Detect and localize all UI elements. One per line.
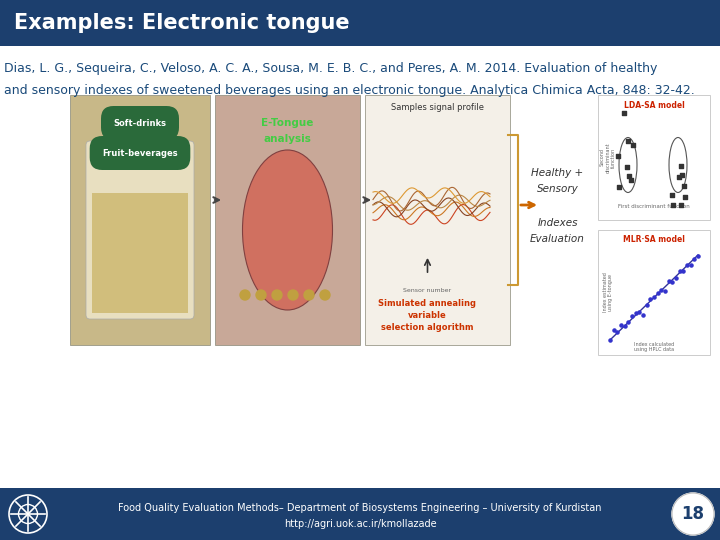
Point [612,152,624,161]
FancyBboxPatch shape [86,141,194,319]
Text: Healthy +: Healthy + [531,168,584,178]
Text: Evaluation: Evaluation [530,234,585,244]
FancyBboxPatch shape [92,193,188,313]
Text: Food Quality Evaluation Methods– Department of Biosystems Engineering – Universi: Food Quality Evaluation Methods– Departm… [118,503,602,513]
Point [667,200,678,209]
Point [634,308,645,316]
Point [626,141,638,150]
Circle shape [256,290,266,300]
Text: Sensor number: Sensor number [403,287,451,293]
FancyBboxPatch shape [598,95,710,220]
Point [656,285,667,294]
Text: selection algorithm: selection algorithm [382,322,474,332]
Point [678,267,689,276]
Point [667,277,678,286]
Text: Fruit-beverages: Fruit-beverages [102,148,178,158]
Point [674,267,685,275]
Point [670,273,682,282]
FancyBboxPatch shape [598,230,710,355]
Text: Samples signal profile: Samples signal profile [391,103,484,111]
Text: Index estimated
using E-tongue: Index estimated using E-tongue [603,273,613,313]
Point [666,191,678,200]
Text: http://agri.uok.ac.ir/kmollazade: http://agri.uok.ac.ir/kmollazade [284,519,436,529]
Point [688,255,700,264]
Point [675,161,687,170]
FancyBboxPatch shape [0,46,720,488]
Point [604,336,616,345]
Point [608,326,619,335]
Circle shape [304,290,314,300]
Point [673,172,685,181]
Text: E-Tongue: E-Tongue [261,118,314,128]
Point [641,301,652,309]
FancyBboxPatch shape [215,95,360,345]
Point [619,322,631,330]
Point [678,181,690,190]
Point [685,260,696,269]
Text: First discriminant function: First discriminant function [618,204,690,208]
Text: LDA-SA model: LDA-SA model [624,100,685,110]
Point [622,137,634,145]
Point [613,183,624,191]
Circle shape [9,495,47,533]
Text: Simulated annealing: Simulated annealing [379,299,477,307]
Text: Soft-drinks: Soft-drinks [114,118,166,127]
Text: Indexes: Indexes [537,218,577,228]
Text: Examples: Electronic tongue: Examples: Electronic tongue [14,13,350,33]
Point [676,170,688,179]
Point [675,201,687,210]
Ellipse shape [243,150,333,310]
Text: Second
discriminant
function: Second discriminant function [600,142,616,173]
Point [626,312,638,321]
Text: MLR·SA model: MLR·SA model [623,235,685,245]
Text: and sensory indexes of sweetened beverages using an electronic tongue. Analytica: and sensory indexes of sweetened beverag… [0,84,695,97]
Point [652,288,663,297]
Circle shape [288,290,298,300]
Point [623,318,634,327]
Point [621,163,633,172]
Point [615,321,626,330]
Point [637,311,649,320]
Point [663,276,675,285]
Circle shape [272,290,282,300]
FancyBboxPatch shape [365,95,510,345]
Point [644,295,656,303]
Text: +: + [137,134,143,144]
Text: Dias, L. G., Sequeira, C., Veloso, A. C. A., Sousa, M. E. B. C., and Peres, A. M: Dias, L. G., Sequeira, C., Veloso, A. C.… [0,62,657,75]
Circle shape [672,493,714,535]
Text: analysis: analysis [264,134,312,144]
Point [624,171,635,180]
Text: Sensory: Sensory [536,184,578,194]
FancyBboxPatch shape [0,488,720,540]
Point [611,328,623,336]
Point [630,308,642,317]
Circle shape [320,290,330,300]
Point [618,109,630,118]
FancyBboxPatch shape [0,0,720,46]
Point [625,175,636,184]
Text: 18: 18 [682,505,704,523]
Point [660,287,671,295]
Point [681,260,693,269]
FancyBboxPatch shape [70,95,210,345]
Text: Index calculated
using HPLC data: Index calculated using HPLC data [634,342,674,353]
Point [680,193,691,201]
Point [692,252,703,260]
Circle shape [240,290,250,300]
Text: variable: variable [408,310,447,320]
Point [648,293,660,302]
